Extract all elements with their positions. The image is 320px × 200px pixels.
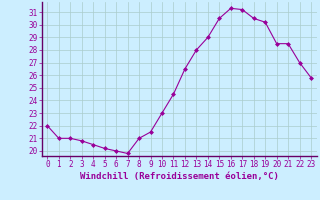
X-axis label: Windchill (Refroidissement éolien,°C): Windchill (Refroidissement éolien,°C) xyxy=(80,172,279,181)
